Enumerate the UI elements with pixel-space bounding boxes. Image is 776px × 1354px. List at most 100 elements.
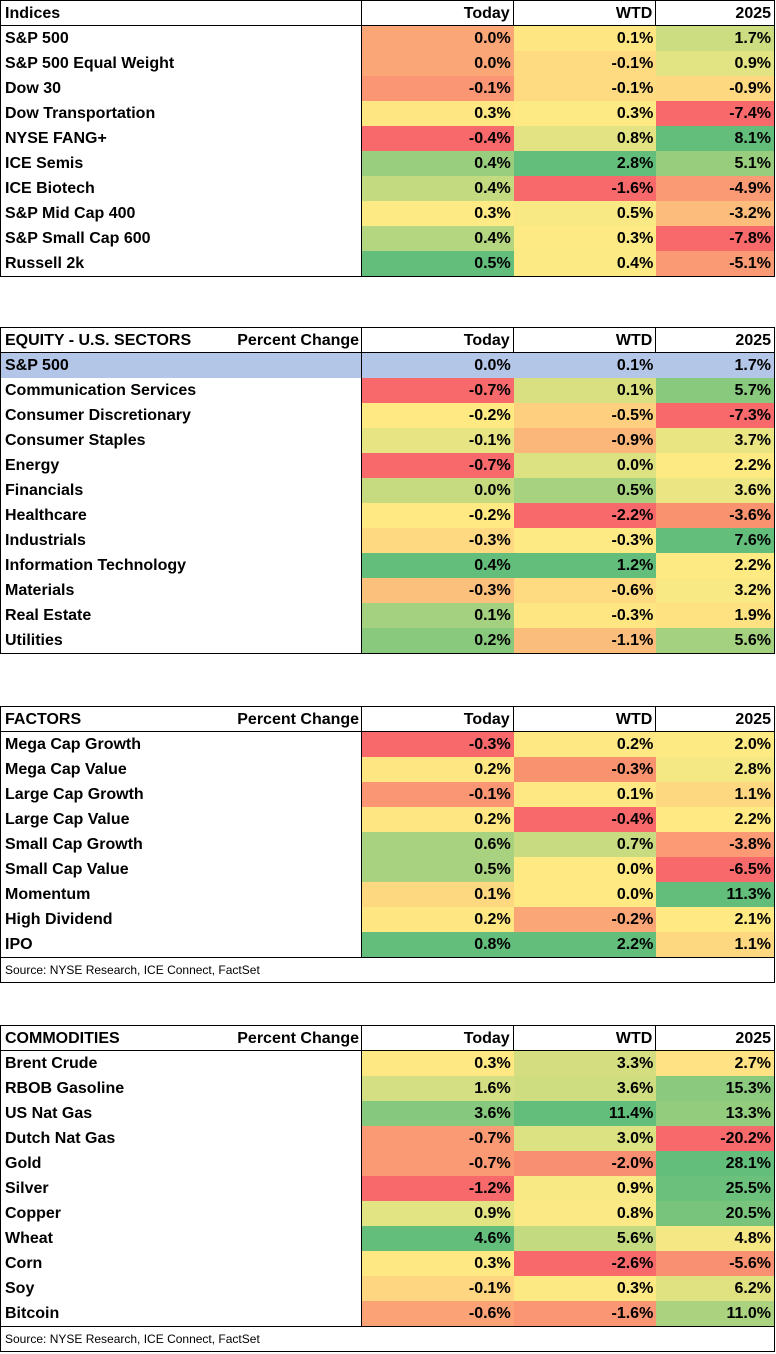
ytd-value: 11.0%: [656, 1301, 774, 1326]
today-value: 0.5%: [362, 251, 514, 276]
ytd-column-header: 2025: [735, 1030, 772, 1047]
row-label: ICE Semis: [1, 151, 363, 176]
ytd-value: -7.8%: [656, 226, 774, 251]
ytd-column-header: 2025: [735, 332, 772, 349]
row-label: Large Cap Value: [1, 807, 363, 832]
wtd-value: -2.6%: [513, 1251, 657, 1276]
table-row: RBOB Gasoline 1.6% 3.6% 15.3%: [1, 1076, 774, 1101]
indices-rows: S&P 500 0.0% 0.1% 1.7% S&P 500 Equal Weight 0…: [1, 26, 774, 276]
table-row: Healthcare -0.2% -2.2% -3.6%: [1, 503, 774, 528]
wtd-value: 0.7%: [513, 832, 657, 857]
ytd-value: 11.3%: [656, 882, 774, 907]
ytd-value: 1.7%: [656, 353, 774, 378]
ytd-value: -7.4%: [656, 101, 774, 126]
table-row: Real Estate 0.1% -0.3% 1.9%: [1, 603, 774, 628]
table-row: Wheat 4.6% 5.6% 4.8%: [1, 1226, 774, 1251]
today-value: 0.3%: [362, 1051, 514, 1076]
commodities-title-cell: COMMODITIES Percent Change: [1, 1026, 363, 1051]
table-row: Information Technology 0.4% 1.2% 2.2%: [1, 553, 774, 578]
today-value: 0.3%: [362, 101, 514, 126]
ytd-value: 5.1%: [656, 151, 774, 176]
table-row: Gold -0.7% -2.0% 28.1%: [1, 1151, 774, 1176]
table-row: Consumer Staples -0.1% -0.9% 3.7%: [1, 428, 774, 453]
today-value: 0.0%: [362, 51, 514, 76]
ytd-value: 6.2%: [656, 1276, 774, 1301]
indices-title: Indices: [1, 1, 363, 26]
table-row: IPO 0.8% 2.2% 1.1%: [1, 932, 774, 957]
table-row: S&P 500 0.0% 0.1% 1.7%: [1, 353, 774, 378]
factors-subtitle: Percent Change: [237, 711, 360, 728]
wtd-value: 2.8%: [513, 151, 657, 176]
today-column-header: Today: [362, 1026, 514, 1051]
commodities-table: COMMODITIES Percent Change Today WTD 202…: [0, 1025, 775, 1352]
wtd-value: -0.6%: [513, 578, 657, 603]
table-row: US Nat Gas 3.6% 11.4% 13.3%: [1, 1101, 774, 1126]
today-value: -0.4%: [362, 126, 514, 151]
today-value: 4.6%: [362, 1226, 514, 1251]
ytd-value: -20.2%: [656, 1126, 774, 1151]
wtd-value: -1.6%: [513, 176, 657, 201]
today-value: 0.4%: [362, 151, 514, 176]
row-label: Wheat: [1, 1226, 363, 1251]
today-value: 0.2%: [362, 907, 514, 932]
row-label: Soy: [1, 1276, 363, 1301]
row-label: Energy: [1, 453, 363, 478]
table-row: Materials -0.3% -0.6% 3.2%: [1, 578, 774, 603]
ytd-value: -5.1%: [656, 251, 774, 276]
wtd-value: 11.4%: [513, 1101, 657, 1126]
today-value: 0.2%: [362, 628, 514, 653]
ytd-value: 3.7%: [656, 428, 774, 453]
wtd-value: 0.3%: [513, 1276, 657, 1301]
ytd-value: -7.3%: [656, 403, 774, 428]
row-label: Brent Crude: [1, 1051, 363, 1076]
row-label: Gold: [1, 1151, 363, 1176]
today-value: -0.2%: [362, 503, 514, 528]
row-label: Consumer Staples: [1, 428, 363, 453]
wtd-value: 0.3%: [513, 101, 657, 126]
table-row: NYSE FANG+ -0.4% 0.8% 8.1%: [1, 126, 774, 151]
wtd-value: 0.1%: [513, 782, 657, 807]
table-row: Large Cap Growth -0.1% 0.1% 1.1%: [1, 782, 774, 807]
table-row: Financials 0.0% 0.5% 3.6%: [1, 478, 774, 503]
row-label: IPO: [1, 932, 363, 957]
today-value: -0.7%: [362, 1151, 514, 1176]
table-row: Russell 2k 0.5% 0.4% -5.1%: [1, 251, 774, 276]
today-value: -0.1%: [362, 782, 514, 807]
today-value: -0.3%: [362, 528, 514, 553]
wtd-value: 2.2%: [513, 932, 657, 957]
table-row: ICE Biotech 0.4% -1.6% -4.9%: [1, 176, 774, 201]
ytd-value: 3.2%: [656, 578, 774, 603]
ytd-value: 1.1%: [656, 932, 774, 957]
commodities-source-note: Source: NYSE Research, ICE Connect, Fact…: [1, 1326, 774, 1351]
ytd-column-header: 2025: [735, 711, 772, 728]
today-value: -0.1%: [362, 428, 514, 453]
table-row: Bitcoin -0.6% -1.6% 11.0%: [1, 1301, 774, 1326]
table-row: S&P 500 Equal Weight 0.0% -0.1% 0.9%: [1, 51, 774, 76]
table-row: Dow 30 -0.1% -0.1% -0.9%: [1, 76, 774, 101]
ytd-value: 5.7%: [656, 378, 774, 403]
today-value: -0.7%: [362, 1126, 514, 1151]
today-value: 1.6%: [362, 1076, 514, 1101]
ytd-value: 2.2%: [656, 553, 774, 578]
today-value: 0.4%: [362, 176, 514, 201]
today-value: 0.5%: [362, 857, 514, 882]
table-row: Small Cap Growth 0.6% 0.7% -3.8%: [1, 832, 774, 857]
ytd-value: -3.6%: [656, 503, 774, 528]
wtd-value: 0.5%: [513, 478, 657, 503]
today-value: 0.2%: [362, 807, 514, 832]
today-value: 0.8%: [362, 932, 514, 957]
today-value: -1.2%: [362, 1176, 514, 1201]
today-column-header: Today: [362, 707, 514, 732]
wtd-value: -1.6%: [513, 1301, 657, 1326]
today-value: -0.2%: [362, 403, 514, 428]
wtd-value: -0.9%: [513, 428, 657, 453]
wtd-value: -0.2%: [513, 907, 657, 932]
row-label: NYSE FANG+: [1, 126, 363, 151]
today-value: 0.2%: [362, 757, 514, 782]
row-label: Copper: [1, 1201, 363, 1226]
sectors-header-row: EQUITY - U.S. SECTORS Percent Change Tod…: [1, 328, 774, 353]
row-label: Small Cap Value: [1, 857, 363, 882]
ytd-value: 2.8%: [656, 757, 774, 782]
wtd-value: -0.3%: [513, 757, 657, 782]
today-value: -0.1%: [362, 1276, 514, 1301]
